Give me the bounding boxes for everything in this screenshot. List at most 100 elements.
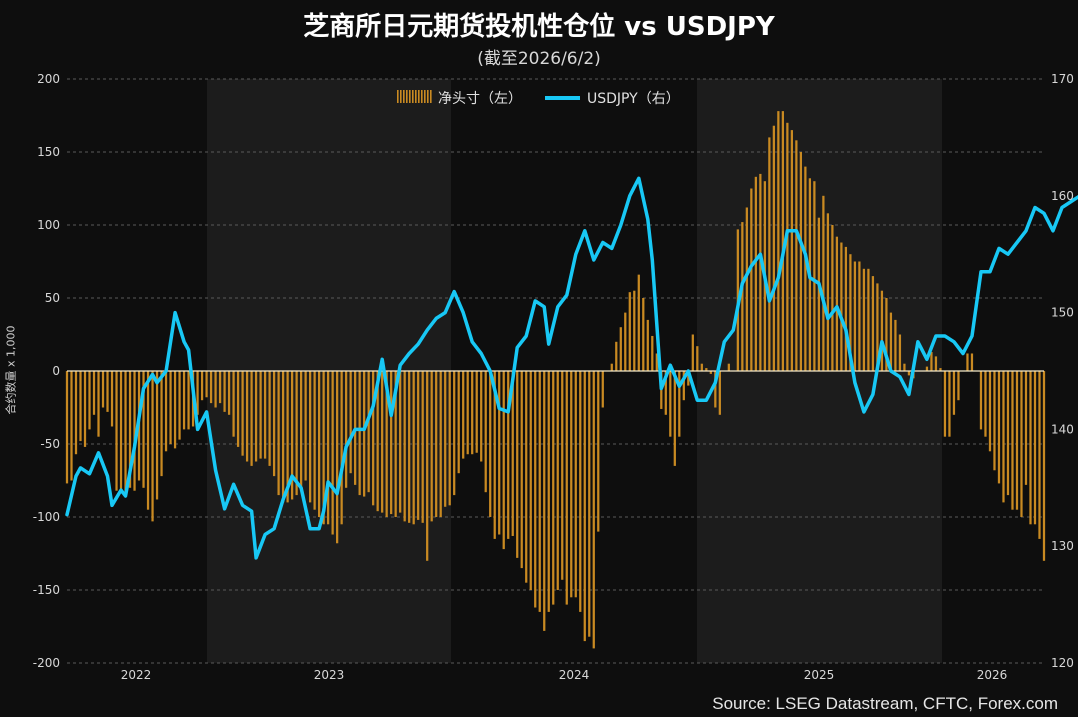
- bar: [313, 371, 316, 510]
- bar: [988, 371, 992, 452]
- bar: [826, 213, 830, 371]
- bar: [858, 261, 861, 371]
- bar: [236, 371, 240, 447]
- bar: [340, 371, 343, 525]
- bar: [925, 366, 929, 371]
- bar: [232, 371, 235, 437]
- bar: [619, 327, 622, 371]
- bar: [1006, 371, 1010, 496]
- bar: [304, 371, 307, 481]
- bar: [331, 371, 334, 535]
- bar: [754, 176, 757, 371]
- legend-swatch-stripe: [418, 90, 420, 103]
- bar: [831, 225, 834, 371]
- bar: [547, 371, 550, 612]
- bar: [939, 368, 942, 371]
- bar: [272, 371, 276, 477]
- legend-swatch-stripe: [403, 90, 405, 103]
- bar: [871, 276, 875, 371]
- bar: [327, 371, 330, 525]
- bar: [781, 111, 784, 372]
- bar: [101, 371, 105, 408]
- bar: [957, 371, 960, 401]
- bar: [610, 363, 613, 371]
- bar: [74, 371, 78, 455]
- bar: [1024, 371, 1028, 485]
- bar: [259, 371, 262, 459]
- bar: [281, 371, 285, 503]
- bar: [709, 371, 712, 374]
- bar: [133, 371, 136, 491]
- bar: [205, 371, 208, 398]
- bar: [511, 371, 514, 536]
- bar: [678, 371, 681, 437]
- y-right-tick-label: 140: [1051, 422, 1074, 436]
- chart-title: 芝商所日元期货投机性仓位 vs USDJPY: [303, 12, 775, 42]
- bar: [943, 371, 947, 437]
- bar: [372, 371, 375, 506]
- bar: [556, 371, 559, 590]
- legend-swatch-stripe: [427, 90, 429, 103]
- bar: [552, 371, 555, 605]
- legend-item-line: USDJPY（右）: [545, 91, 680, 107]
- bar: [822, 195, 825, 371]
- bar: [849, 254, 852, 371]
- bar: [516, 371, 519, 558]
- legend-swatch-stripe: [430, 90, 432, 103]
- bar: [520, 371, 523, 569]
- bar: [1011, 371, 1014, 510]
- chart-subtitle: (截至2026/6/2): [477, 49, 601, 69]
- x-tick-label: 2024: [559, 668, 590, 682]
- bar: [930, 352, 933, 371]
- y-left-tick-label: -200: [33, 656, 60, 670]
- bar: [385, 371, 388, 517]
- bar: [768, 137, 771, 371]
- bar: [254, 371, 258, 462]
- bar: [408, 371, 411, 523]
- bar: [615, 341, 618, 371]
- legend-swatch-stripe: [409, 90, 411, 103]
- bar: [592, 371, 595, 649]
- bar: [538, 371, 541, 612]
- bar: [741, 222, 744, 371]
- bar: [160, 371, 163, 477]
- bar: [403, 371, 406, 522]
- x-tick-label: 2026: [977, 668, 1008, 682]
- legend-swatch-stripe: [397, 90, 399, 103]
- y-right-tick-label: 170: [1051, 72, 1074, 86]
- bar: [646, 319, 649, 371]
- bar: [268, 371, 271, 466]
- bar: [471, 371, 474, 455]
- bar: [426, 371, 429, 561]
- bar: [435, 371, 438, 517]
- bar: [79, 371, 82, 442]
- bar: [682, 371, 685, 401]
- bar: [498, 371, 501, 535]
- bar: [448, 371, 451, 506]
- y-left-tick-label: 200: [37, 72, 60, 86]
- bar: [529, 371, 532, 590]
- bar: [880, 290, 884, 371]
- bar: [907, 371, 911, 376]
- bar: [241, 371, 244, 456]
- bar: [984, 371, 987, 437]
- y-left-tick-label: 100: [37, 218, 60, 232]
- bar: [178, 371, 181, 440]
- bar: [65, 371, 69, 484]
- bar: [772, 125, 775, 371]
- bar: [466, 371, 469, 455]
- bar: [637, 274, 640, 371]
- bar: [70, 371, 73, 481]
- bar: [624, 312, 627, 371]
- bar: [295, 371, 298, 496]
- bar: [92, 371, 96, 415]
- y-left-tick-label: 0: [52, 364, 60, 378]
- y-right-tick-label: 150: [1051, 306, 1074, 320]
- bar: [119, 371, 123, 491]
- bar: [421, 371, 424, 523]
- bar: [570, 371, 573, 598]
- bar: [299, 371, 303, 488]
- bar: [727, 363, 730, 371]
- bar: [750, 188, 753, 371]
